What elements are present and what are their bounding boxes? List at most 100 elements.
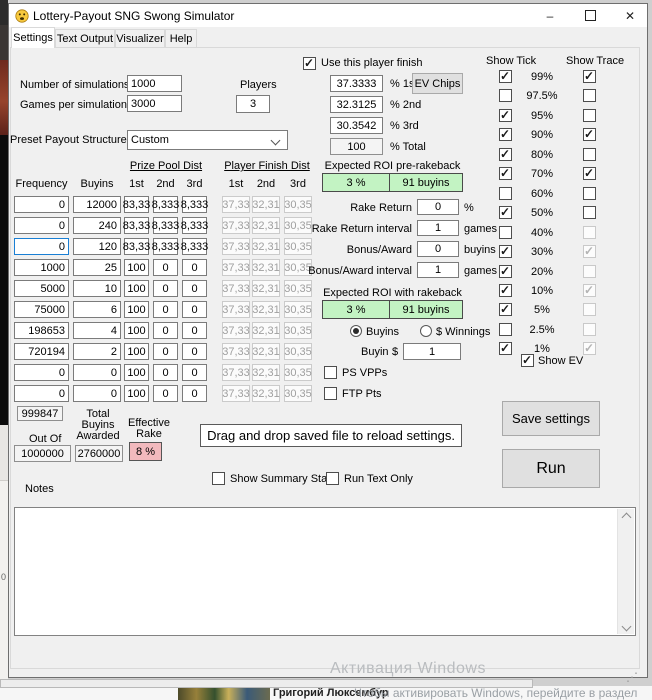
buyin-input[interactable]: 1 <box>403 343 461 360</box>
show-tick-checkbox[interactable] <box>499 244 512 258</box>
show-tick-checkbox[interactable] <box>499 283 512 297</box>
tab-settings[interactable]: Settings <box>11 27 55 48</box>
buyins-cell[interactable]: 25 <box>73 259 121 276</box>
players-input[interactable]: 3 <box>236 95 270 113</box>
show-tick-checkbox[interactable] <box>499 69 512 83</box>
frequency-cell[interactable]: 75000 <box>14 301 69 318</box>
ps-vpps-checkbox[interactable] <box>324 366 337 379</box>
prize-2nd-cell[interactable]: 0 <box>153 322 178 339</box>
prize-1st-cell[interactable]: 100 <box>124 322 149 339</box>
show-trace-checkbox[interactable] <box>583 166 596 180</box>
scroll-down-arrow[interactable] <box>618 618 634 634</box>
prize-1st-cell[interactable]: 100 <box>124 385 149 402</box>
prize-3rd-cell[interactable]: 0 <box>182 301 207 318</box>
buyins-cell[interactable]: 0 <box>73 364 121 381</box>
show-summary-stats-checkbox[interactable] <box>212 472 225 485</box>
save-settings-button[interactable]: Save settings <box>502 401 600 436</box>
ftp-pts-checkbox[interactable] <box>324 387 337 400</box>
winnings-radio[interactable] <box>420 325 432 337</box>
prize-2nd-cell[interactable]: 0 <box>153 301 178 318</box>
prize-2nd-cell[interactable]: 0 <box>153 343 178 360</box>
show-trace-checkbox[interactable] <box>583 89 596 102</box>
prize-2nd-cell[interactable]: 8,333 <box>152 238 179 255</box>
frequency-cell[interactable]: 0 <box>14 217 69 234</box>
buyins-cell[interactable]: 6 <box>73 301 121 318</box>
buyins-cell[interactable]: 120 <box>73 238 121 255</box>
use-player-finish-checkbox[interactable] <box>303 56 316 70</box>
prize-3rd-cell[interactable]: 0 <box>182 322 207 339</box>
prize-3rd-cell[interactable]: 8,333 <box>181 217 208 234</box>
prize-3rd-cell[interactable]: 8,333 <box>181 196 208 213</box>
tab-visualizer[interactable]: Visualizer <box>115 29 165 48</box>
show-tick-checkbox[interactable] <box>499 302 512 316</box>
prize-1st-cell[interactable]: 100 <box>124 343 149 360</box>
prize-1st-cell[interactable]: 100 <box>124 259 149 276</box>
buyins-cell[interactable]: 10 <box>73 280 121 297</box>
show-trace-checkbox[interactable] <box>583 127 596 141</box>
frequency-cell[interactable]: 0 <box>14 364 69 381</box>
ev-chips-button[interactable]: EV Chips <box>412 73 463 94</box>
buyins-cell[interactable]: 4 <box>73 322 121 339</box>
run-button[interactable]: Run <box>502 449 600 488</box>
show-tick-checkbox[interactable] <box>499 127 512 141</box>
frequency-cell[interactable]: 720194 <box>14 343 69 360</box>
show-trace-checkbox[interactable] <box>583 109 596 122</box>
prize-1st-cell[interactable]: 100 <box>124 301 149 318</box>
prize-2nd-cell[interactable]: 8,333 <box>152 196 179 213</box>
prize-3rd-cell[interactable]: 8,333 <box>181 238 208 255</box>
show-ev-checkbox[interactable] <box>521 353 534 367</box>
frequency-cell[interactable]: 198653 <box>14 322 69 339</box>
prize-3rd-cell[interactable]: 0 <box>182 385 207 402</box>
frequency-cell[interactable]: 0 <box>14 196 69 213</box>
drag-drop-target[interactable]: Drag and drop saved file to reload setti… <box>200 424 462 447</box>
buyins-cell[interactable]: 0 <box>73 385 121 402</box>
scroll-up-arrow[interactable] <box>618 509 634 525</box>
bonus-award-interval-input[interactable]: 1 <box>417 262 459 278</box>
resize-grip[interactable]: ⋰ <box>626 670 638 684</box>
buyins-cell[interactable]: 240 <box>73 217 121 234</box>
num-simulations-input[interactable]: 1000 <box>127 75 182 92</box>
show-tick-checkbox[interactable] <box>499 147 512 161</box>
prize-1st-cell[interactable]: 83,33 <box>123 217 150 234</box>
tab-help[interactable]: Help <box>165 29 197 48</box>
prize-2nd-cell[interactable]: 0 <box>153 280 178 297</box>
frequency-cell[interactable]: 0 <box>14 238 69 255</box>
show-tick-checkbox[interactable] <box>499 341 512 355</box>
pct-1st-input[interactable]: 37.3333 <box>330 75 383 92</box>
prize-3rd-cell[interactable]: 0 <box>182 343 207 360</box>
show-tick-checkbox[interactable] <box>499 205 512 219</box>
prize-2nd-cell[interactable]: 0 <box>153 259 178 276</box>
frequency-cell[interactable]: 0 <box>14 385 69 402</box>
prize-3rd-cell[interactable]: 0 <box>182 259 207 276</box>
prize-1st-cell[interactable]: 83,33 <box>123 238 150 255</box>
show-tick-checkbox[interactable] <box>499 108 512 122</box>
prize-2nd-cell[interactable]: 0 <box>153 385 178 402</box>
pct-2nd-input[interactable]: 32.3125 <box>330 96 383 113</box>
preset-structures-combobox[interactable]: Custom <box>127 130 288 150</box>
tab-text-output[interactable]: Text Output <box>55 29 115 48</box>
prize-3rd-cell[interactable]: 0 <box>182 280 207 297</box>
bonus-award-input[interactable]: 0 <box>417 241 459 257</box>
show-tick-checkbox[interactable] <box>499 264 512 278</box>
show-tick-checkbox[interactable] <box>499 323 512 336</box>
show-trace-checkbox[interactable] <box>583 69 596 83</box>
show-tick-checkbox[interactable] <box>499 166 512 180</box>
maximize-button[interactable] <box>577 6 603 25</box>
show-tick-checkbox[interactable] <box>499 187 512 200</box>
prize-3rd-cell[interactable]: 0 <box>182 364 207 381</box>
prize-1st-cell[interactable]: 100 <box>124 364 149 381</box>
minimize-button[interactable]: – <box>546 8 554 23</box>
prize-1st-cell[interactable]: 100 <box>124 280 149 297</box>
frequency-cell[interactable]: 1000 <box>14 259 69 276</box>
close-button[interactable]: ✕ <box>624 8 636 23</box>
rake-return-interval-input[interactable]: 1 <box>417 220 459 236</box>
notes-scrollbar[interactable] <box>617 509 634 634</box>
show-trace-checkbox[interactable] <box>583 187 596 200</box>
title-bar[interactable]: Lottery-Payout SNG Swong Simulator – ✕ <box>9 4 647 27</box>
notes-textarea[interactable] <box>14 507 636 636</box>
prize-2nd-cell[interactable]: 8,333 <box>152 217 179 234</box>
prize-2nd-cell[interactable]: 0 <box>153 364 178 381</box>
show-trace-checkbox[interactable] <box>583 206 596 219</box>
show-tick-checkbox[interactable] <box>499 226 512 239</box>
rake-return-input[interactable]: 0 <box>417 199 459 215</box>
